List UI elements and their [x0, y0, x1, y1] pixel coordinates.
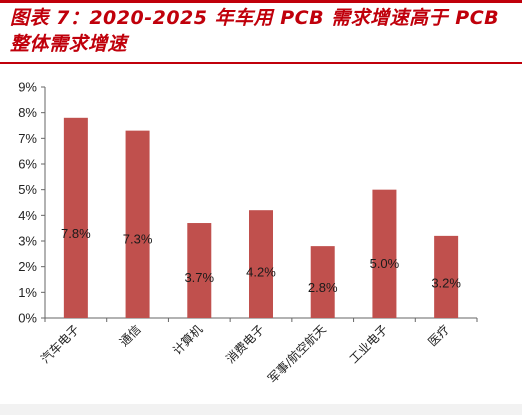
top-rule [0, 0, 522, 3]
data-label: 2.8% [308, 280, 338, 295]
data-label: 3.7% [184, 270, 214, 285]
title-rule [0, 62, 522, 64]
y-tick-label: 4% [18, 208, 37, 223]
y-tick-label: 1% [18, 285, 37, 300]
bar [63, 117, 88, 318]
bar [249, 210, 273, 318]
y-tick-label: 3% [18, 234, 37, 249]
bar [187, 223, 212, 318]
chart-title: 图表 7：2020-2025 年车用 PCB 需求增速高于 PCB 整体需求增速 [10, 7, 500, 55]
y-tick-label: 0% [18, 311, 37, 326]
x-category-label: 医疗 [425, 322, 452, 349]
y-tick-label: 8% [18, 105, 37, 120]
data-label: 7.8% [61, 226, 91, 241]
data-label: 5.0% [370, 256, 400, 271]
data-label: 4.2% [246, 265, 276, 280]
x-category-label: 工业电子 [347, 322, 391, 366]
data-label: 3.2% [431, 276, 461, 291]
bar [125, 130, 150, 318]
bar [310, 246, 335, 318]
bar-chart: 0% 1% 2% 3% 4% 5% 6% 7% 8% 9% 7.8% 汽车电子 7.3% 通信 3.7% 计算… [18, 80, 478, 386]
x-category-label: 计算机 [169, 322, 205, 358]
y-tick-label: 9% [18, 80, 37, 95]
y-tick-label: 7% [18, 131, 37, 146]
x-category-label: 消费电子 [223, 322, 267, 366]
x-category-label: 通信 [117, 322, 144, 349]
y-tick-label: 5% [18, 182, 37, 197]
data-label: 7.3% [123, 231, 153, 246]
x-category-label: 汽车电子 [37, 322, 82, 367]
y-tick-label: 2% [18, 259, 37, 274]
y-tick-label: 6% [18, 157, 37, 172]
bar [372, 189, 397, 318]
bar [434, 235, 459, 318]
x-category-label: 军事/航空航天 [264, 322, 328, 386]
bottom-band [0, 404, 522, 415]
